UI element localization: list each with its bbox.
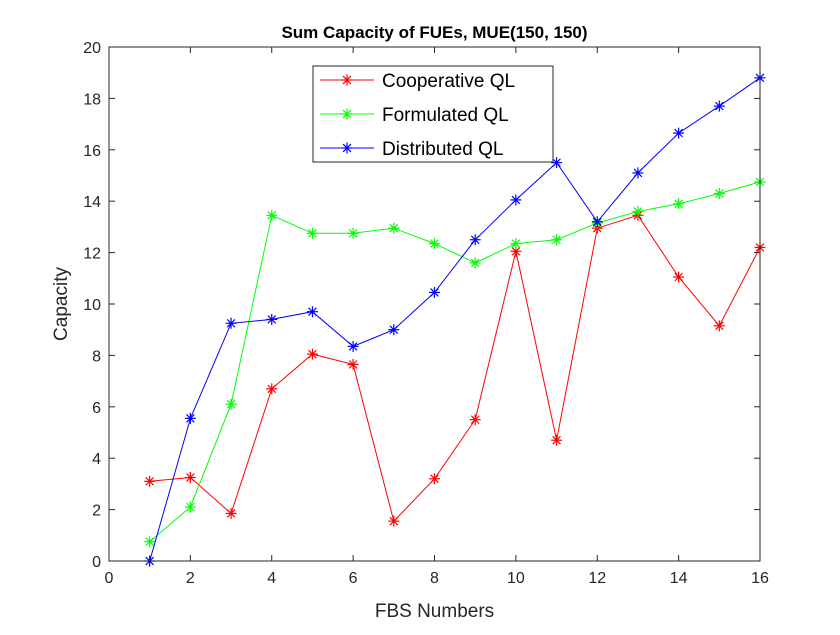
legend-entry-distributed-ql: Distributed QL [320, 139, 503, 160]
data-point-cooperative-ql [429, 473, 440, 485]
y-tick-label: 18 [83, 91, 101, 108]
data-point-cooperative-ql [469, 414, 481, 426]
y-tick-label: 4 [92, 451, 101, 468]
data-point-cooperative-ql [347, 358, 359, 370]
legend: Cooperative QL Formulated QL Distributed Q… [312, 65, 554, 163]
data-point-formulated-ql [429, 238, 440, 250]
x-tick-label: 2 [186, 570, 195, 587]
legend-marker [341, 74, 353, 86]
data-point-distributed-ql [388, 324, 400, 336]
data-point-distributed-ql [306, 306, 318, 318]
data-point-distributed-ql [673, 127, 685, 139]
data-point-cooperative-ql [225, 507, 237, 519]
y-axis-label: Capacity [51, 267, 72, 341]
y-tick-label: 10 [83, 297, 101, 314]
data-point-formulated-ql [632, 205, 644, 217]
data-point-distributed-ql [429, 286, 440, 298]
data-point-distributed-ql [347, 340, 359, 352]
data-point-formulated-ql [306, 227, 318, 239]
data-point-formulated-ql [347, 227, 359, 239]
series-line-cooperative-ql [149, 214, 761, 523]
data-point-cooperative-ql [551, 434, 563, 446]
data-point-formulated-ql [713, 187, 725, 199]
y-tick-label: 16 [83, 143, 101, 160]
data-point-cooperative-ql [673, 271, 685, 283]
x-tick-label: 8 [430, 570, 439, 587]
y-tick-label: 0 [92, 554, 101, 571]
y-tick-label: 14 [83, 194, 101, 211]
legend-marker [341, 108, 353, 120]
legend-entry-formulated-ql: Formulated QL [320, 105, 509, 126]
data-point-distributed-ql [225, 317, 237, 329]
y-tick-label: 20 [83, 40, 101, 57]
y-tick-label: 2 [92, 503, 101, 520]
data-point-formulated-ql [469, 257, 481, 269]
data-point-cooperative-ql [306, 348, 318, 360]
data-point-distributed-ql [266, 313, 278, 325]
series-cooperative-ql [144, 209, 766, 527]
data-point-formulated-ql [551, 234, 563, 246]
legend-label: Formulated QL [382, 105, 509, 126]
chart-title: Sum Capacity of FUEs, MUE(150, 150) [281, 23, 587, 42]
legend-entry-cooperative-ql: Cooperative QL [320, 71, 515, 92]
legend-label: Distributed QL [382, 139, 503, 160]
x-axis-label: FBS Numbers [375, 601, 494, 622]
data-point-distributed-ql [591, 216, 603, 228]
data-point-distributed-ql [551, 157, 563, 169]
data-point-distributed-ql [469, 234, 481, 246]
y-tick-label: 6 [92, 400, 101, 417]
data-point-formulated-ql [510, 238, 522, 250]
data-point-formulated-ql [266, 209, 278, 221]
legend-marker [341, 142, 353, 154]
x-tick-label: 14 [670, 570, 688, 587]
data-point-cooperative-ql [388, 515, 400, 527]
data-point-formulated-ql [184, 501, 196, 513]
x-tick-label: 12 [588, 570, 606, 587]
y-tick-label: 12 [83, 246, 101, 263]
data-point-distributed-ql [184, 412, 196, 424]
data-point-formulated-ql [673, 198, 685, 210]
x-tick-label: 10 [507, 570, 525, 587]
data-point-cooperative-ql [144, 475, 156, 487]
series-line-formulated-ql [149, 181, 761, 543]
x-tick-label: 16 [751, 570, 769, 587]
data-point-distributed-ql [632, 167, 644, 179]
data-point-distributed-ql [510, 194, 522, 206]
legend-label: Cooperative QL [382, 71, 515, 92]
data-point-cooperative-ql [713, 320, 725, 332]
y-tick-label: 8 [92, 348, 101, 365]
ticks-layer: 0 2 4 6 8 10 12 14 16 0 2 4 6 8 10 12 14 16 18 20 [83, 40, 769, 587]
data-point-distributed-ql [713, 100, 725, 112]
x-tick-label: 0 [105, 570, 114, 587]
legend-entries: Cooperative QL Formulated QL Distributed Q… [320, 71, 515, 160]
x-tick-label: 4 [267, 570, 276, 587]
data-point-formulated-ql [225, 398, 237, 410]
data-point-cooperative-ql [184, 471, 196, 483]
data-point-formulated-ql [144, 536, 156, 548]
data-point-cooperative-ql [266, 383, 278, 395]
x-tick-label: 6 [349, 570, 358, 587]
series-formulated-ql [144, 176, 766, 548]
series-line-distributed-ql [149, 77, 761, 562]
data-point-formulated-ql [388, 222, 400, 234]
